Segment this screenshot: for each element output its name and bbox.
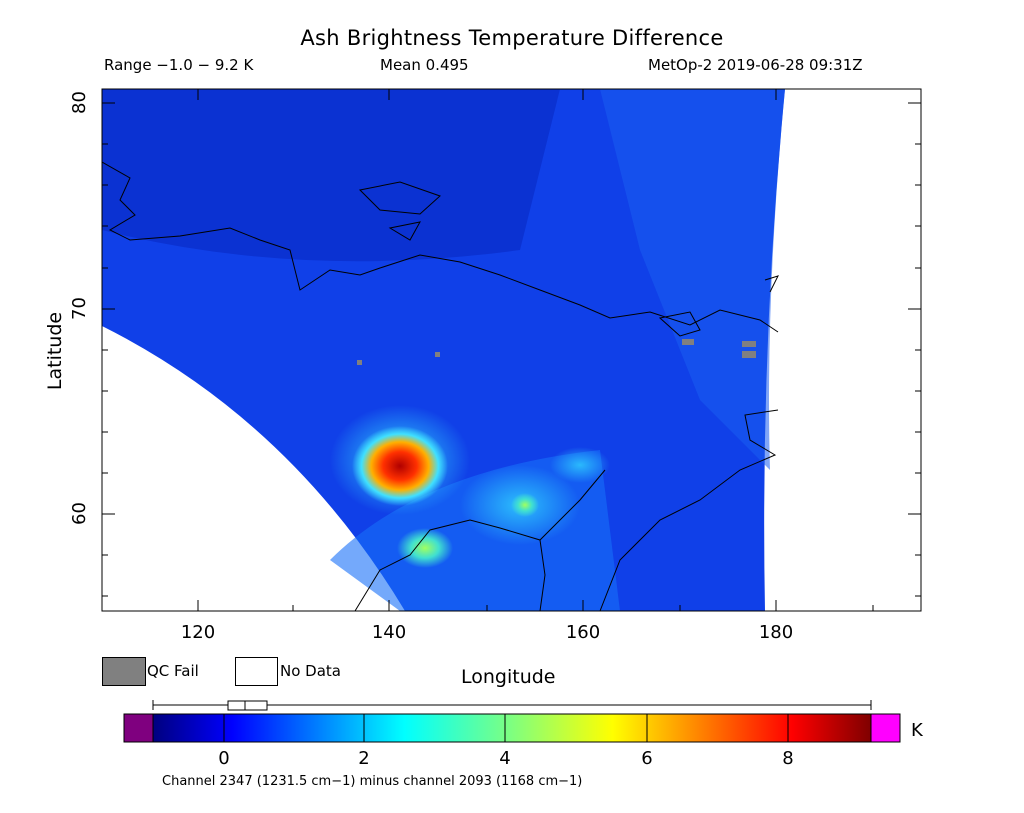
y-axis-label: Latitude [44,311,67,391]
qc-fail-swatch [102,657,146,686]
mean-label: Mean 0.495 [380,56,469,74]
x-tick-label: 120 [180,622,216,643]
y-tick-label: 70 [68,297,90,320]
colorbar-tick-label: 2 [358,748,370,769]
x-tick-label: 160 [565,622,601,643]
colorbar-tick-label: 6 [641,748,653,769]
range-label: Range −1.0 − 9.2 K [104,56,254,74]
swath-data [102,89,785,611]
y-tick-label: 80 [68,91,90,114]
colorbar-underflow [123,713,154,743]
x-tick-label: 140 [371,622,407,643]
colorbar [123,700,901,743]
x-axis-ticks [197,89,874,611]
map-title: Ash Brightness Temperature Difference [300,26,724,50]
colorbar-caption: Channel 2347 (1231.5 cm−1) minus channel… [162,774,583,789]
no-data-swatch [235,657,278,686]
colorbar-overflow [870,713,901,743]
y-tick-label: 60 [68,502,90,525]
colorbar-gradient [152,713,872,743]
no-data-label: No Data [280,662,341,680]
colorbar-unit: K [911,720,923,741]
y-axis-ticks [102,102,921,597]
x-tick-label: 180 [758,622,794,643]
x-axis-label: Longitude [461,666,556,688]
satellite-time-label: MetOp-2 2019-06-28 09:31Z [648,56,863,74]
colorbar-tick-label: 8 [782,748,794,769]
qc-fail-label: QC Fail [147,662,199,680]
colorbar-tick-label: 4 [499,748,511,769]
colorbar-box-plot [227,700,268,711]
colorbar-tick-label: 0 [218,748,230,769]
